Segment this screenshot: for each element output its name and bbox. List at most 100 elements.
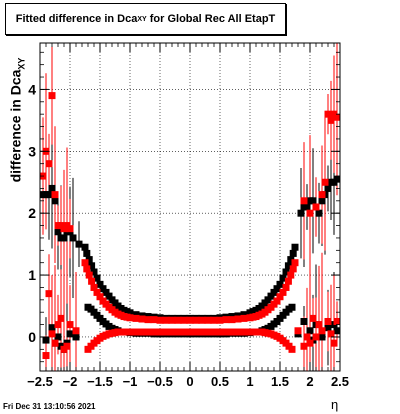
data-point: [276, 280, 284, 288]
data-point: [228, 316, 236, 324]
x-tick-label: 2: [306, 374, 313, 389]
data-point: [315, 209, 323, 217]
y-tick-label: 0: [28, 329, 36, 345]
data-point: [294, 327, 302, 335]
data-point: [81, 243, 89, 251]
data-point: [192, 328, 200, 336]
y-axis-label: difference in DcaXY: [8, 58, 27, 183]
data-point: [51, 339, 59, 347]
data-point: [132, 314, 140, 322]
data-point: [234, 328, 242, 336]
data-point: [273, 285, 281, 293]
data-point: [321, 178, 329, 186]
x-tick-label: −0.5: [147, 374, 173, 389]
data-point: [291, 259, 299, 267]
data-point: [174, 316, 182, 324]
data-point: [315, 321, 323, 329]
data-point: [162, 328, 170, 336]
data-point: [42, 352, 50, 360]
chart-title-main: Fitted difference in Dca: [15, 13, 138, 25]
data-point: [216, 316, 224, 324]
data-point: [270, 288, 278, 296]
data-point: [284, 262, 292, 270]
data-point: [66, 321, 74, 329]
data-point: [90, 268, 98, 276]
x-axis-label: η: [331, 397, 339, 412]
data-point: [279, 288, 287, 296]
axis-ticks: −2.5 −2 −1.5 −1 −0.5 0 0.5 1 1.5 2 2.5 0 1 2 3 4: [27, 43, 349, 389]
data-point: [48, 92, 56, 100]
data-point: [180, 316, 188, 324]
data-point: [198, 316, 206, 324]
data-point: [72, 327, 80, 335]
x-tick-label: 2.5: [331, 374, 349, 389]
chart-title: Fitted difference in Dca XY for Global Re…: [5, 3, 286, 35]
data-point: [102, 288, 110, 296]
x-tick-label: 0: [186, 374, 193, 389]
data-point: [273, 297, 281, 305]
data-point: [45, 160, 53, 168]
data-point: [309, 197, 317, 205]
data-point: [72, 333, 80, 341]
data-point: [309, 314, 317, 322]
data-point: [318, 327, 326, 335]
data-point: [289, 249, 297, 257]
data-point: [287, 256, 295, 264]
data-point: [126, 314, 134, 322]
data-point: [333, 317, 341, 325]
data-point: [264, 296, 272, 304]
data-point: [198, 328, 206, 336]
data-point: [240, 328, 248, 336]
data-point: [93, 288, 101, 296]
data-point: [48, 184, 56, 192]
data-point: [60, 234, 68, 242]
data-point: [150, 316, 158, 324]
data-point: [57, 314, 65, 322]
data-point: [300, 197, 308, 205]
data-point: [156, 328, 164, 336]
y-tick-label: 2: [28, 205, 36, 221]
data-point: [138, 328, 146, 336]
data-point: [83, 265, 91, 273]
data-point: [192, 316, 200, 324]
data-point: [162, 316, 170, 324]
data-point: [132, 328, 140, 336]
data-point: [88, 262, 96, 270]
data-point: [81, 259, 89, 267]
data-point: [246, 328, 254, 336]
data-point: [93, 274, 101, 282]
data-point: [85, 256, 93, 264]
data-point: [306, 339, 314, 347]
data-point: [228, 328, 236, 336]
data-point: [48, 330, 56, 338]
data-point: [288, 345, 296, 353]
data-point: [318, 191, 326, 199]
data-point: [54, 321, 62, 329]
x-tick-label: −2: [63, 374, 78, 389]
data-point: [324, 317, 332, 325]
data-point: [330, 339, 338, 347]
data-point: [276, 293, 284, 301]
data-point: [318, 333, 326, 341]
data-point: [282, 283, 290, 291]
data-point: [138, 315, 146, 323]
data-point: [324, 324, 332, 332]
data-point: [279, 274, 287, 282]
data-point: [204, 316, 212, 324]
data-point: [333, 113, 341, 121]
data-point: [168, 328, 176, 336]
x-tick-label: −1: [123, 374, 138, 389]
data-point: [96, 293, 104, 301]
data-point: [282, 268, 290, 276]
y-axis-label-main: difference in Dca: [7, 69, 24, 183]
data-point: [42, 336, 50, 344]
data-point: [88, 277, 96, 285]
data-point: [144, 316, 152, 324]
data-point: [312, 203, 320, 211]
data-point: [150, 328, 158, 336]
data-point: [216, 328, 224, 336]
data-point: [204, 328, 212, 336]
data-point: [300, 342, 308, 350]
y-tick-label: 3: [28, 143, 36, 159]
